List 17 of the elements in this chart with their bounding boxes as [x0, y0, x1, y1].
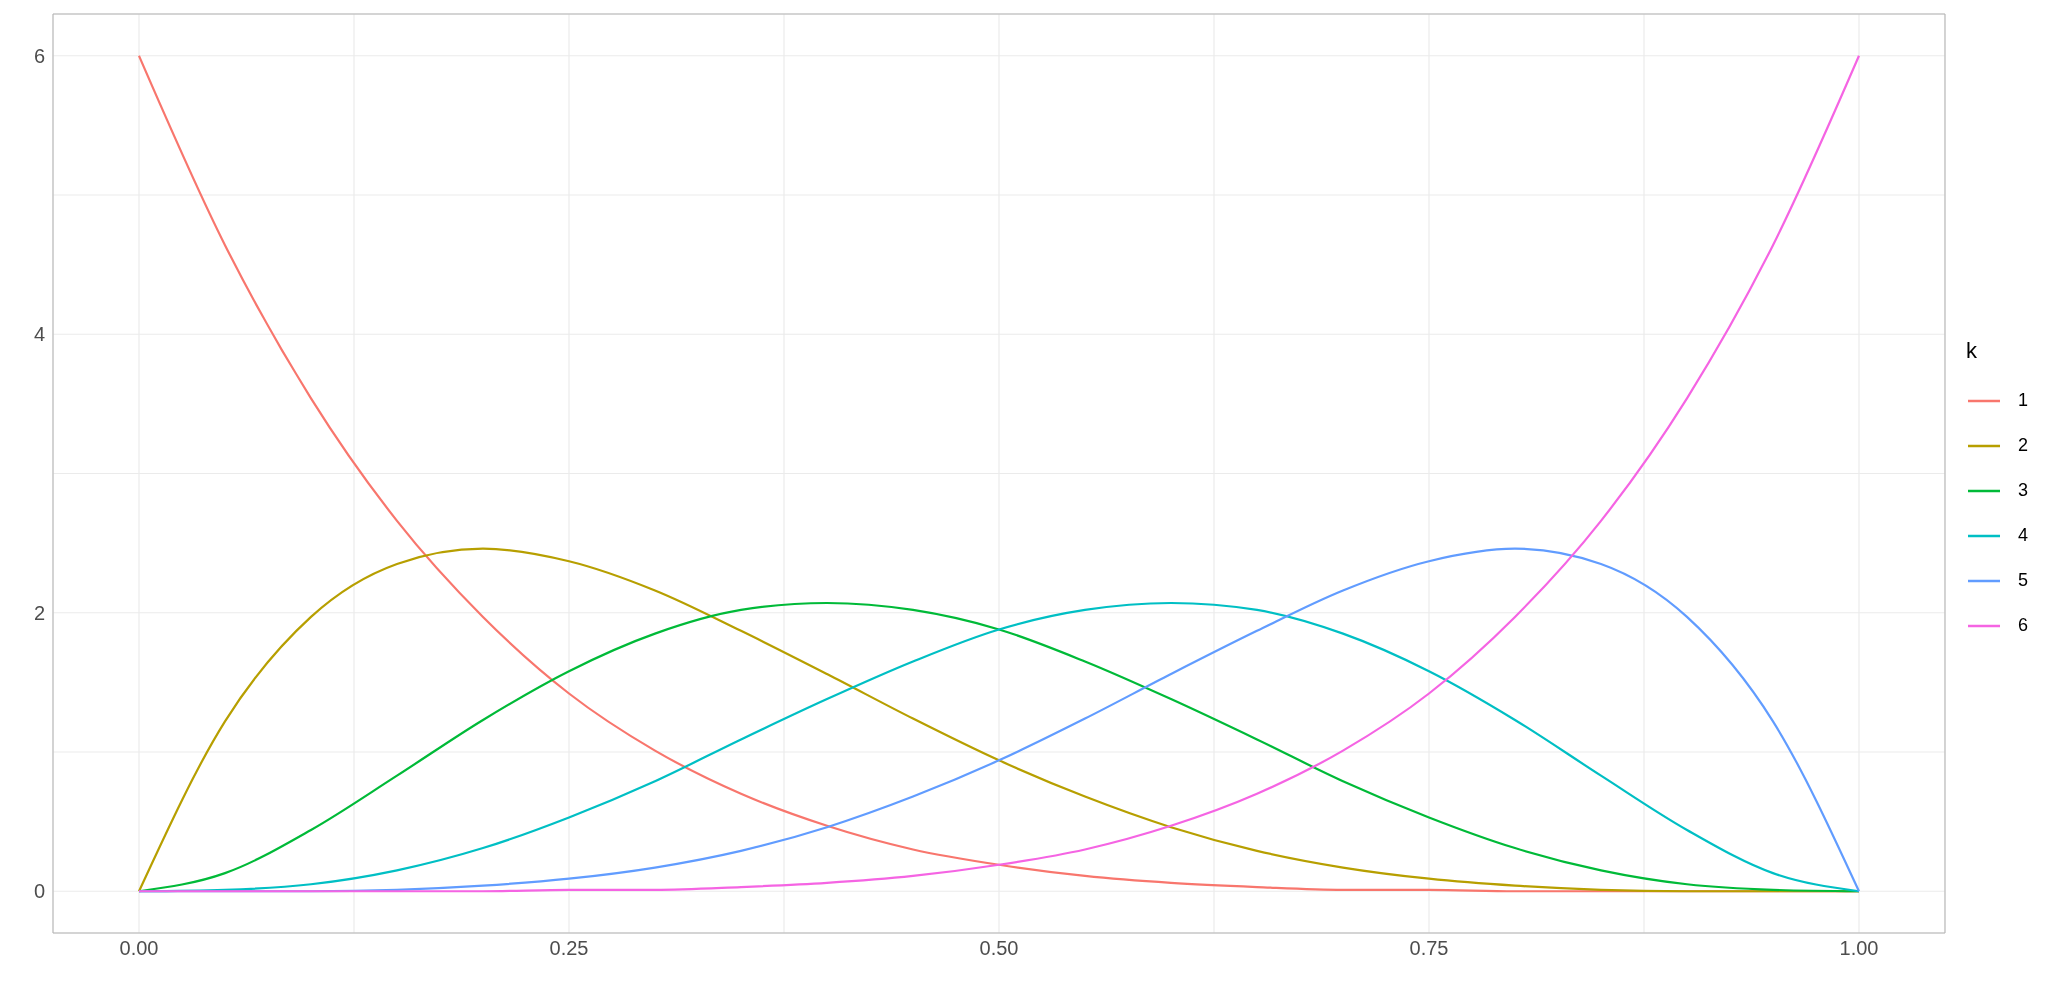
x-tick-label: 0.25 — [549, 937, 589, 960]
x-tick-label: 0.75 — [1409, 937, 1449, 960]
legend-title: k — [1965, 338, 1978, 364]
legend-label: 5 — [2017, 570, 2028, 591]
line-series — [137, 547, 1861, 893]
y-tick-label: 2 — [33, 601, 45, 624]
y-tick-label: 6 — [33, 44, 45, 67]
legend-label: 2 — [2017, 435, 2028, 456]
x-tick-label: 0.00 — [119, 937, 159, 960]
legend-label: 1 — [2017, 390, 2028, 411]
x-tick-label: 0.50 — [979, 937, 1019, 960]
y-tick-label: 0 — [33, 880, 45, 903]
legend-label: 3 — [2017, 480, 2028, 501]
y-tick-label: 4 — [33, 323, 45, 346]
legend-label: 6 — [2017, 615, 2028, 636]
legend-label: 4 — [2017, 525, 2028, 546]
x-tick-label: 1.00 — [1839, 937, 1879, 960]
